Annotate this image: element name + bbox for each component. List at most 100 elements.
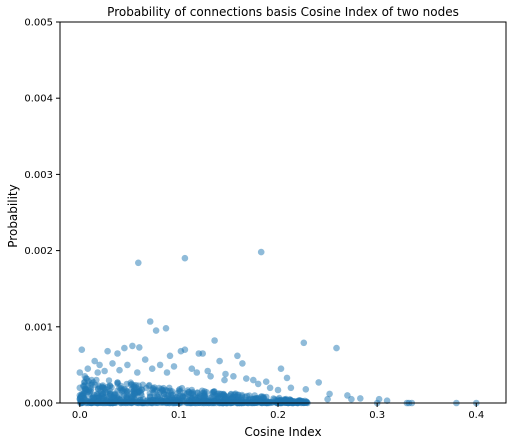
scatter-point	[130, 382, 137, 389]
scatter-point	[95, 398, 102, 405]
scatter-point	[281, 396, 289, 404]
scatter-point	[230, 373, 237, 380]
scatter-point	[201, 393, 208, 401]
y-tick-label: 0.005	[24, 18, 53, 29]
scatter-point	[88, 395, 95, 402]
scatter-point	[333, 344, 340, 352]
scatter-point	[103, 397, 110, 404]
x-tick-label: 0.1	[171, 410, 187, 421]
x-tick-label: 0.4	[468, 410, 484, 421]
scatter-point	[94, 369, 101, 376]
scatter-point	[199, 350, 206, 357]
scatter-point	[96, 361, 103, 369]
scatter-point	[234, 352, 241, 360]
scatter-point	[299, 398, 306, 405]
scatter-point	[129, 342, 136, 350]
x-tick-label: 0.2	[270, 410, 286, 421]
scatter-point	[85, 387, 93, 394]
scatter-point	[120, 392, 127, 399]
scatter-point	[215, 390, 222, 397]
y-axis-label: Probability	[6, 184, 20, 247]
scatter-point	[201, 388, 208, 395]
y-tick-label: 0.000	[24, 399, 53, 410]
scatter-point	[283, 374, 291, 382]
scatter-point	[117, 398, 125, 405]
scatter-point	[116, 366, 123, 374]
scatter-point	[300, 339, 308, 347]
scatter-point	[383, 397, 391, 405]
scatter-point	[152, 327, 160, 334]
scatter-point	[207, 373, 214, 380]
scatter-point	[78, 346, 86, 354]
scatter-point	[188, 365, 196, 373]
scatter-point	[170, 363, 178, 370]
plot-area	[60, 22, 506, 403]
scatter-point	[82, 381, 89, 388]
scatter-point	[189, 388, 196, 396]
scatter-point	[204, 367, 211, 375]
scatter-point	[239, 360, 246, 367]
scatter-point	[250, 376, 257, 384]
y-tick-label: 0.003	[24, 170, 53, 181]
scatter-point	[134, 369, 141, 376]
scatter-point	[277, 365, 285, 373]
scatter-point	[102, 389, 109, 396]
scatter-point	[348, 395, 355, 403]
scatter-point	[91, 357, 98, 365]
scatter-point	[122, 386, 129, 393]
scatter-point	[146, 318, 154, 325]
scatter-point	[286, 396, 293, 403]
chart-title: Probability of connections basis Cosine …	[107, 5, 459, 19]
scatter-point	[114, 380, 121, 387]
scatter-point	[101, 367, 108, 375]
scatter-point	[109, 360, 116, 367]
scatter-point	[254, 380, 262, 388]
scatter-point	[243, 375, 250, 382]
scatter-point	[216, 357, 223, 365]
scatter-point	[88, 376, 95, 384]
scatter-point	[76, 384, 84, 392]
scatter-point	[135, 259, 142, 267]
scatter-point	[274, 386, 282, 394]
scatter-point	[211, 337, 218, 344]
scatter-point	[167, 387, 174, 394]
scatter-point	[111, 391, 119, 398]
scatter-point	[357, 395, 364, 402]
scatter-point	[324, 395, 331, 403]
y-axis-ticks: 0.000 0.001 0.002 0.003 0.004 0.005	[24, 18, 60, 410]
x-axis-label: Cosine Index	[244, 425, 321, 439]
scatter-point	[166, 352, 174, 360]
scatter-point	[274, 396, 282, 403]
scatter-point	[234, 391, 241, 399]
scatter-point	[222, 370, 229, 378]
scatter-point	[193, 369, 201, 376]
x-axis-ticks: 0.0 0.1 0.2 0.3 0.4	[72, 403, 484, 421]
scatter-point	[181, 254, 189, 262]
scatter-point	[315, 379, 323, 386]
y-tick-label: 0.001	[24, 322, 53, 333]
scatter-point	[326, 390, 333, 398]
scatter-point	[141, 356, 149, 363]
scatter-point	[76, 395, 84, 403]
scatter-point	[84, 365, 92, 373]
points-layer	[76, 248, 480, 407]
scatter-point	[117, 386, 124, 393]
scatter-point	[266, 384, 274, 392]
plot-frame	[59, 21, 507, 404]
scatter-point	[162, 325, 170, 332]
scatter-point	[146, 390, 153, 397]
scatter-point	[111, 398, 119, 405]
scatter-point	[173, 399, 180, 406]
scatter-point	[124, 361, 131, 369]
scatter-point	[136, 344, 143, 351]
scatter-point	[121, 344, 128, 352]
scatter-point	[154, 393, 161, 400]
y-tick-label: 0.004	[24, 94, 53, 105]
scatter-point	[176, 388, 184, 395]
scatter-point	[221, 393, 229, 401]
scatter-point	[106, 393, 114, 400]
scatter-point	[163, 369, 171, 376]
scatter-point	[192, 396, 199, 403]
scatter-point	[105, 377, 113, 384]
